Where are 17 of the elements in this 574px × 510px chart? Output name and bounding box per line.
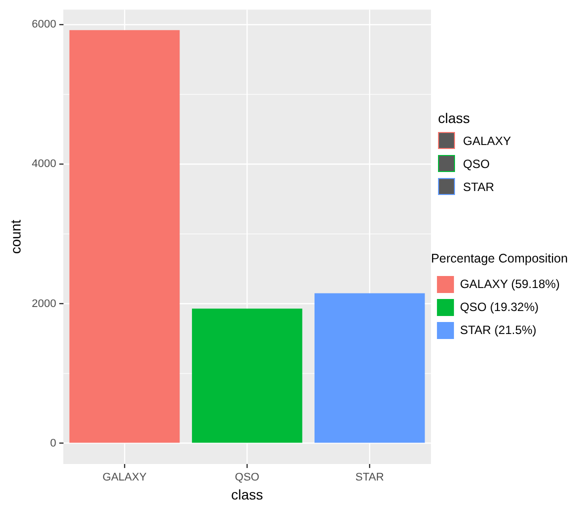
y-tick-label: 2000 [32,298,56,310]
text: QSO [463,156,490,170]
x-tick-label: STAR [355,472,384,484]
x-axis-title: class [231,486,264,502]
y-tick-label: 0 [50,437,56,450]
text: GALAXY [463,134,512,148]
legend-title: Percentage Composition [430,252,568,266]
y-tick-label: 4000 [32,158,56,170]
x-tick-label: QSO [234,472,260,484]
legend-label: QSO (19.32%) [460,300,539,314]
y-axis-title: count [7,220,24,254]
legend-label: STAR (21.5%) [460,322,536,337]
text: class [438,110,471,126]
x-tick-label: GALAXY [102,472,148,484]
text: STAR [463,180,494,194]
y-tick-label: 6000 [32,18,56,31]
legend-label: GALAXY (59.18%) [460,276,560,291]
